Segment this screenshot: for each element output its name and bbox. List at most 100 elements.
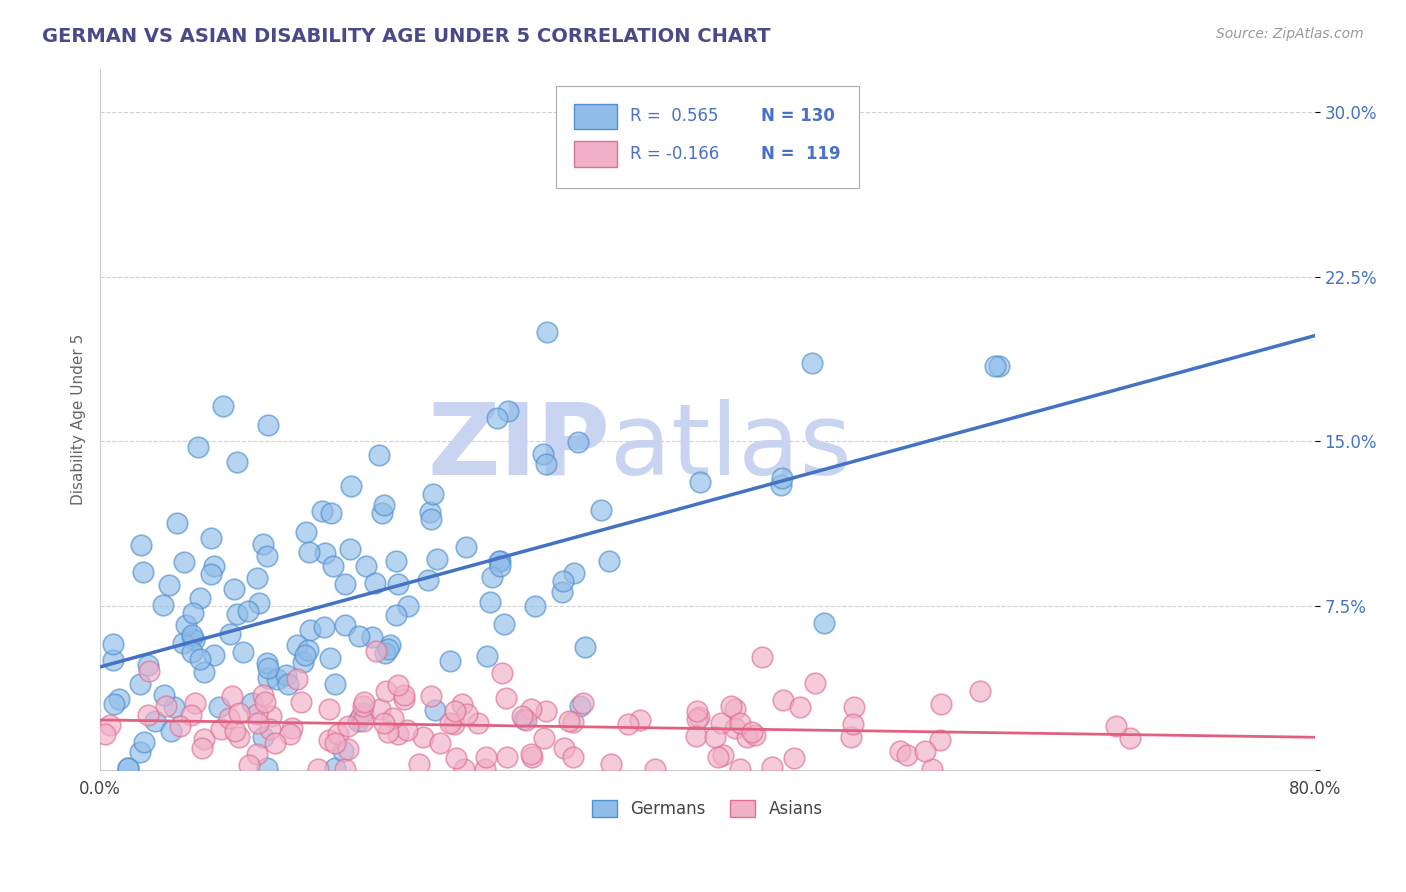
- Point: [889, 744, 911, 758]
- Point: [180, 708, 202, 723]
- Point: [370, 702, 392, 716]
- Point: [246, 716, 269, 731]
- Point: [347, 629, 370, 643]
- Text: N =  119: N = 119: [761, 145, 841, 163]
- Point: [256, 549, 278, 563]
- Point: [707, 750, 730, 764]
- Point: [772, 693, 794, 707]
- Point: [228, 731, 250, 745]
- Text: Source: ZipAtlas.com: Source: ZipAtlas.com: [1216, 27, 1364, 41]
- Point: [420, 690, 443, 704]
- Point: [744, 728, 766, 742]
- Point: [340, 479, 363, 493]
- Point: [337, 742, 360, 756]
- Point: [311, 504, 333, 518]
- Point: [256, 656, 278, 670]
- Point: [252, 689, 274, 703]
- Point: [259, 722, 281, 736]
- Point: [512, 712, 534, 726]
- Point: [274, 667, 297, 681]
- Point: [1119, 731, 1142, 745]
- Point: [453, 762, 475, 776]
- Point: [730, 716, 752, 731]
- Point: [813, 615, 835, 630]
- Point: [232, 645, 254, 659]
- Point: [173, 555, 195, 569]
- Point: [193, 731, 215, 746]
- Point: [278, 727, 301, 741]
- Point: [117, 761, 139, 775]
- Point: [364, 643, 387, 657]
- Point: [218, 710, 240, 724]
- Point: [520, 749, 543, 764]
- Point: [169, 718, 191, 732]
- Point: [425, 703, 447, 717]
- Point: [475, 649, 498, 664]
- Point: [562, 566, 585, 580]
- Point: [385, 554, 408, 568]
- Point: [929, 697, 952, 711]
- Point: [711, 748, 734, 763]
- Point: [246, 747, 269, 761]
- Point: [644, 762, 666, 776]
- Point: [356, 558, 378, 573]
- Point: [387, 727, 409, 741]
- Point: [285, 672, 308, 686]
- Point: [467, 716, 489, 731]
- Point: [454, 540, 477, 554]
- Point: [299, 624, 322, 638]
- Point: [145, 714, 167, 729]
- Point: [396, 723, 419, 737]
- Point: [392, 689, 415, 703]
- Point: [176, 617, 198, 632]
- Point: [181, 628, 204, 642]
- Point: [561, 715, 583, 730]
- Point: [598, 554, 620, 568]
- Point: [208, 700, 231, 714]
- Point: [392, 691, 415, 706]
- Point: [252, 730, 274, 744]
- Point: [352, 706, 374, 720]
- Point: [136, 707, 159, 722]
- Point: [226, 607, 249, 622]
- Point: [103, 698, 125, 712]
- Point: [921, 762, 943, 776]
- Point: [377, 642, 399, 657]
- Point: [419, 505, 441, 519]
- Point: [491, 665, 513, 680]
- Point: [804, 676, 827, 690]
- Point: [332, 743, 354, 757]
- Point: [378, 638, 401, 652]
- Point: [567, 434, 589, 449]
- Point: [408, 756, 430, 771]
- Point: [181, 606, 204, 620]
- Point: [152, 688, 174, 702]
- Point: [914, 744, 936, 758]
- Point: [319, 650, 342, 665]
- Point: [481, 570, 503, 584]
- Point: [373, 646, 395, 660]
- Point: [412, 731, 434, 745]
- Point: [770, 471, 793, 485]
- Point: [373, 716, 395, 731]
- Point: [371, 506, 394, 520]
- Point: [108, 692, 131, 706]
- Point: [689, 475, 711, 490]
- Point: [474, 762, 496, 776]
- Text: GERMAN VS ASIAN DISABILITY AGE UNDER 5 CORRELATION CHART: GERMAN VS ASIAN DISABILITY AGE UNDER 5 C…: [42, 27, 770, 45]
- Point: [318, 702, 340, 716]
- Point: [132, 734, 155, 748]
- Point: [969, 684, 991, 698]
- Point: [429, 736, 451, 750]
- Point: [496, 750, 519, 764]
- Y-axis label: Disability Age Under 5: Disability Age Under 5: [72, 334, 86, 505]
- Point: [312, 620, 335, 634]
- Point: [212, 399, 235, 413]
- Point: [290, 694, 312, 708]
- Point: [188, 652, 211, 666]
- Point: [561, 750, 583, 764]
- Point: [221, 689, 243, 703]
- Point: [385, 608, 408, 623]
- Point: [152, 599, 174, 613]
- Point: [202, 648, 225, 662]
